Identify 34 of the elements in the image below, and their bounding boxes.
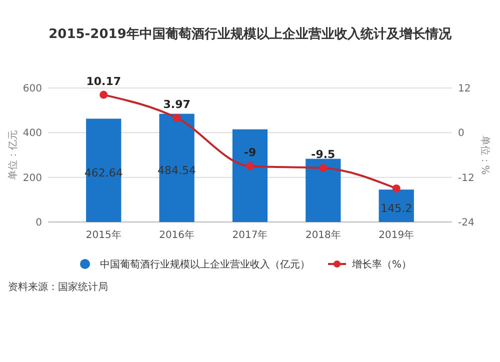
legend-label: 增长率（%） xyxy=(351,258,412,270)
x-tick-label: 2016年 xyxy=(159,229,195,241)
point xyxy=(392,184,400,192)
y-tick-label: 400 xyxy=(22,128,42,140)
text: 资料来源：国家统计局 xyxy=(8,281,108,293)
legend-label: 中国葡萄酒行业规模以上企业营业收入（亿元） xyxy=(100,258,310,270)
y-tick-label: 200 xyxy=(22,172,42,184)
bar xyxy=(232,129,268,222)
bar xyxy=(86,118,122,222)
data-label: 3.97 xyxy=(163,98,190,111)
bar xyxy=(378,190,414,222)
bar xyxy=(306,158,341,222)
y2-tick-label: -12 xyxy=(458,172,474,184)
point xyxy=(246,162,254,170)
y2-tick-label: -24 xyxy=(458,218,474,228)
x-tick-label: 2018年 xyxy=(305,229,341,241)
chart-title: 2015-2019年中国葡萄酒行业规模以上企业营业收入统计及增长情况 xyxy=(48,26,452,42)
x-tick-label: 2015年 xyxy=(86,229,122,241)
point xyxy=(100,90,108,99)
y-axis-title: 单位：亿元 xyxy=(7,130,19,180)
point xyxy=(172,114,181,122)
y-tick-label: 0 xyxy=(36,218,42,228)
x-tick-label: 2019年 xyxy=(378,229,414,241)
y2-tick-label: 12 xyxy=(458,84,471,94)
y2-axis-title: 单位：% xyxy=(479,135,491,175)
bar xyxy=(159,114,194,222)
data-label: 145.2 xyxy=(380,202,412,215)
x-tick-label: 2017年 xyxy=(232,229,268,241)
y-tick-label: 600 xyxy=(22,84,42,94)
point xyxy=(319,164,328,172)
y2-tick-label: 0 xyxy=(458,128,464,140)
data-label: -9 xyxy=(244,146,256,160)
data-label: -9.5 xyxy=(311,148,336,162)
data-label: 10.17 xyxy=(86,74,122,88)
